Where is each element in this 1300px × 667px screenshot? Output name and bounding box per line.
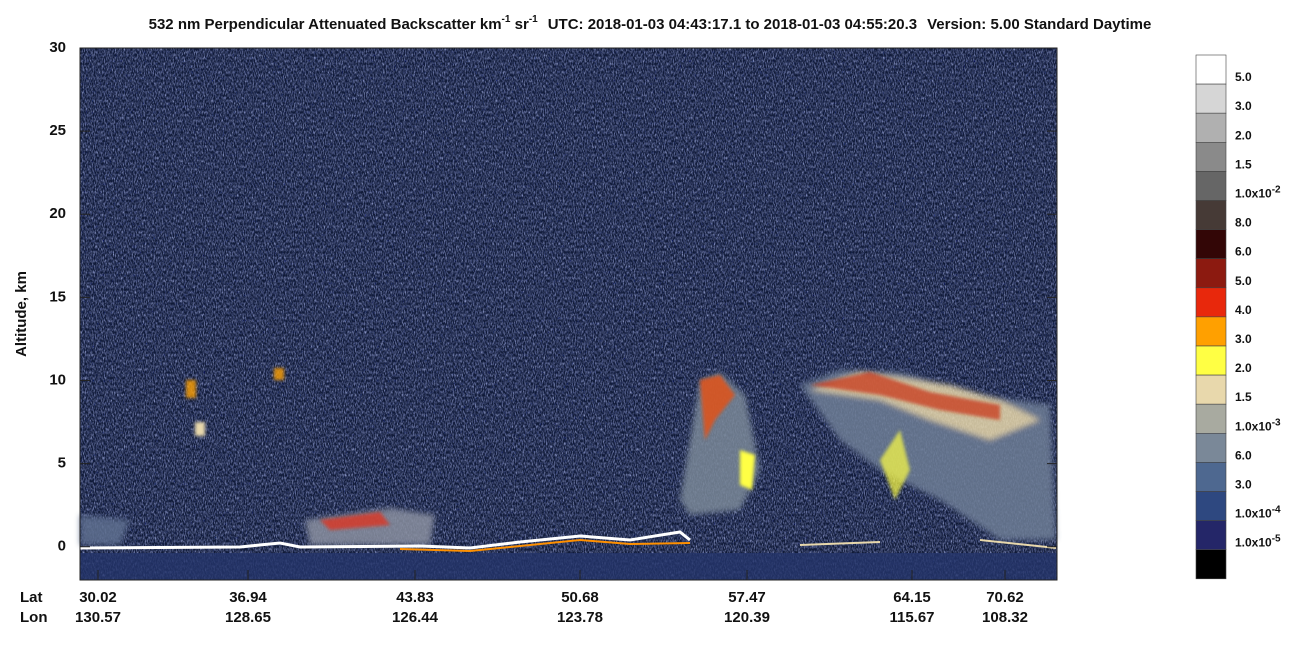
color-level-label: 6.0	[1235, 245, 1252, 259]
level-text: 3.0	[1235, 99, 1252, 113]
y-axis-label: Altitude, km	[13, 271, 30, 357]
color-box	[1195, 83, 1227, 114]
color-box	[1195, 258, 1227, 289]
level-exponent: -3	[1272, 417, 1281, 428]
y-tick-label: 0	[58, 538, 66, 555]
level-text: 1.0x10	[1235, 507, 1272, 521]
y-tick-label: 25	[49, 122, 66, 139]
color-box	[1195, 171, 1227, 201]
lat-label: 70.62	[986, 589, 1024, 606]
x-row-label: Lat	[20, 589, 43, 606]
color-box	[1195, 316, 1227, 347]
level-text: 1.5	[1235, 158, 1252, 172]
lat-label: 30.02	[79, 589, 117, 606]
color-level-label: 3.0	[1235, 478, 1252, 492]
plot-frame	[79, 47, 1058, 581]
y-tick-label: 5	[58, 455, 66, 472]
level-text: 2.0	[1235, 128, 1252, 142]
lon-label: 130.57	[75, 609, 121, 626]
color-level-label: 5.0	[1235, 70, 1252, 84]
title-text: UTC: 2018-01-03 04:43:17.1 to 2018-01-03…	[548, 16, 917, 33]
color-level-label: 1.0x10-2	[1235, 184, 1281, 201]
color-level-label: 1.5	[1235, 158, 1252, 172]
color-level-label: 8.0	[1235, 216, 1252, 230]
lon-label: 108.32	[982, 609, 1028, 626]
color-box	[1195, 403, 1227, 434]
level-text: 5.0	[1235, 70, 1252, 84]
color-level-label: 2.0	[1235, 361, 1252, 375]
color-box	[1195, 112, 1227, 143]
color-box	[1195, 142, 1227, 172]
title-text: 532 nm Perpendicular Attenuated Backscat…	[149, 16, 502, 33]
level-text: 2.0	[1235, 361, 1252, 375]
y-tick-label: 30	[49, 39, 66, 56]
level-exponent: -5	[1272, 533, 1281, 544]
chart-title: 532 nm Perpendicular Attenuated Backscat…	[149, 14, 1152, 33]
color-level-label: 2.0	[1235, 128, 1252, 142]
lat-label: 50.68	[561, 589, 599, 606]
color-box	[1195, 229, 1227, 260]
color-box	[1195, 432, 1227, 463]
y-tick-label: 15	[49, 288, 66, 305]
level-text: 8.0	[1235, 216, 1252, 230]
color-box	[1195, 54, 1227, 85]
color-level-label: 4.0	[1235, 303, 1252, 317]
level-text: 3.0	[1235, 332, 1252, 346]
y-tick-label: 10	[49, 371, 66, 388]
level-text: 5.0	[1235, 274, 1252, 288]
level-text: 1.5	[1235, 390, 1252, 404]
lat-label: 64.15	[893, 589, 931, 606]
level-text: 6.0	[1235, 449, 1252, 463]
level-text: 4.0	[1235, 303, 1252, 317]
color-level-label: 3.0	[1235, 99, 1252, 113]
lat-label: 57.47	[728, 589, 766, 606]
level-exponent: -4	[1272, 504, 1281, 515]
lat-label: 43.83	[396, 589, 434, 606]
color-box	[1195, 462, 1227, 492]
title-text: sr	[510, 16, 529, 33]
color-box	[1195, 491, 1227, 521]
color-box	[1195, 200, 1227, 230]
x-row-label: Lon	[20, 609, 48, 626]
color-level-label: 6.0	[1235, 449, 1252, 463]
backscatter-image	[79, 48, 1057, 580]
level-text: 6.0	[1235, 245, 1252, 259]
color-box	[1195, 549, 1227, 580]
level-exponent: -2	[1272, 184, 1281, 195]
level-text: 3.0	[1235, 478, 1252, 492]
color-level-label: 5.0	[1235, 274, 1252, 288]
lon-label: 126.44	[392, 609, 439, 626]
level-text: 1.0x10	[1235, 536, 1272, 550]
lat-label: 36.94	[229, 589, 267, 606]
color-box	[1195, 287, 1227, 318]
color-level-label: 3.0	[1235, 332, 1252, 346]
lon-label: 123.78	[557, 609, 603, 626]
level-text: 1.0x10	[1235, 419, 1272, 433]
color-level-label: 1.0x10-3	[1235, 417, 1281, 434]
lon-label: 120.39	[724, 609, 770, 626]
lon-label: 115.67	[889, 609, 934, 626]
lon-label: 128.65	[225, 609, 271, 626]
color-level-label: 1.0x10-5	[1235, 533, 1281, 550]
title-sup: -1	[502, 14, 511, 25]
title-sup: -1	[529, 14, 538, 25]
y-tick-label: 20	[49, 205, 66, 222]
color-level-label: 1.5	[1235, 390, 1252, 404]
color-box	[1195, 345, 1227, 376]
title-text: Version: 5.00 Standard Daytime	[927, 16, 1151, 33]
color-box	[1195, 520, 1227, 550]
color-level-label: 1.0x10-4	[1235, 504, 1281, 521]
level-text: 1.0x10	[1235, 187, 1272, 201]
color-box	[1195, 374, 1227, 405]
